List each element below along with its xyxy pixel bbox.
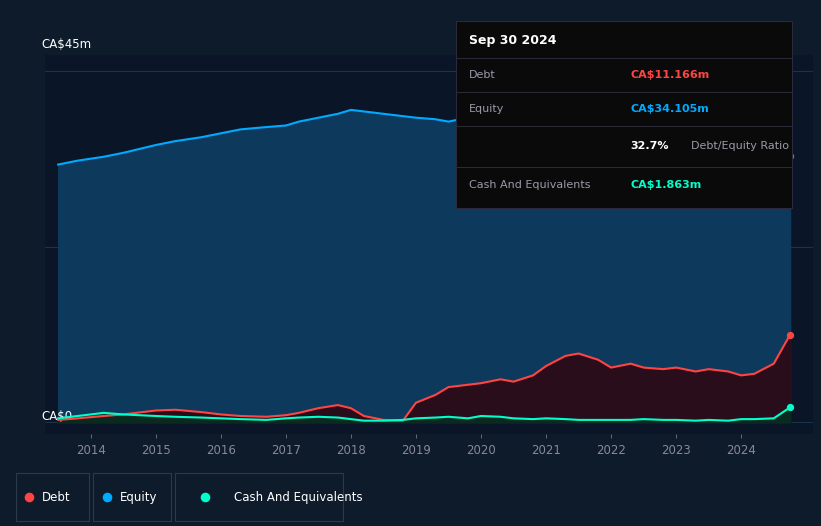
Text: CA$45m: CA$45m bbox=[41, 38, 91, 52]
Point bbox=[783, 330, 796, 339]
Text: Sep 30 2024: Sep 30 2024 bbox=[469, 34, 557, 47]
Text: CA$0: CA$0 bbox=[41, 410, 72, 423]
Text: Debt: Debt bbox=[469, 70, 496, 80]
Text: CA$1.863m: CA$1.863m bbox=[631, 180, 702, 190]
Point bbox=[100, 493, 113, 501]
Text: Cash And Equivalents: Cash And Equivalents bbox=[234, 491, 362, 503]
Text: Debt/Equity Ratio: Debt/Equity Ratio bbox=[691, 141, 789, 151]
Text: 32.7%: 32.7% bbox=[631, 141, 669, 151]
Text: Cash And Equivalents: Cash And Equivalents bbox=[469, 180, 590, 190]
Point bbox=[199, 493, 212, 501]
Text: Equity: Equity bbox=[120, 491, 158, 503]
Text: Debt: Debt bbox=[42, 491, 71, 503]
Point bbox=[783, 403, 796, 412]
Point bbox=[23, 493, 36, 501]
Point bbox=[783, 152, 796, 160]
Text: CA$11.166m: CA$11.166m bbox=[631, 70, 710, 80]
Text: Equity: Equity bbox=[469, 104, 504, 114]
Text: CA$34.105m: CA$34.105m bbox=[631, 104, 709, 114]
